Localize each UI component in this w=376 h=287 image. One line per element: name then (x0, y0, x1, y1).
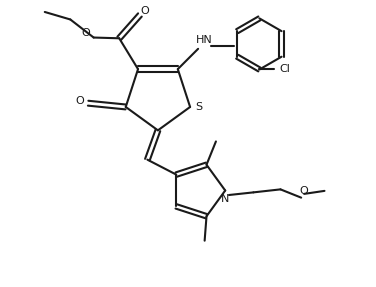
Text: HN: HN (196, 35, 212, 45)
Text: N: N (221, 194, 229, 204)
Text: Cl: Cl (279, 65, 290, 75)
Text: O: O (76, 96, 84, 106)
Text: O: O (299, 186, 308, 196)
Text: S: S (195, 102, 202, 112)
Text: O: O (140, 6, 149, 16)
Text: O: O (82, 28, 91, 38)
